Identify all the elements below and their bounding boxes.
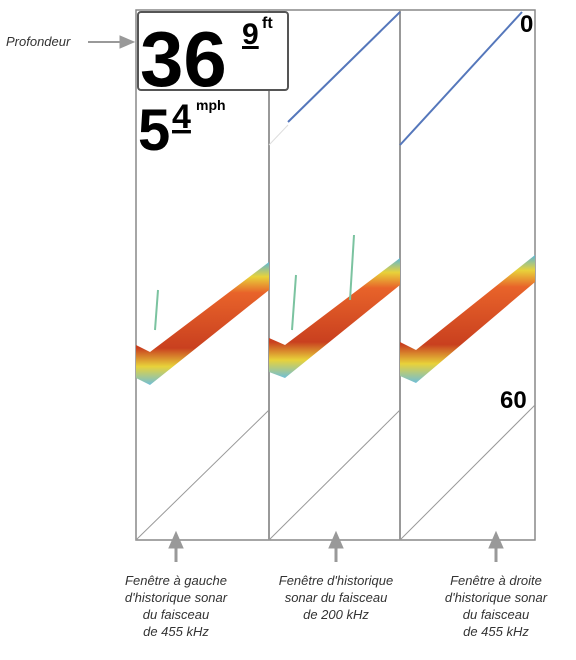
- depth-readout: 36 9 ft: [137, 11, 289, 103]
- caption-line: du faisceau: [463, 607, 530, 622]
- speed-tenth: 4: [172, 98, 191, 136]
- caption-line: d'historique sonar: [445, 590, 548, 605]
- depth-unit: ft: [262, 15, 273, 32]
- arrows: [88, 35, 504, 562]
- scale-top: 0: [520, 11, 533, 38]
- depth-label: Profondeur: [6, 34, 71, 49]
- captions: Fenêtre à gauche d'historique sonar du fai…: [125, 573, 548, 639]
- caption-line: d'historique sonar: [125, 590, 228, 605]
- caption-line: de 200 kHz: [303, 607, 369, 622]
- depth-whole: 36: [140, 15, 227, 103]
- caption-line: sonar du faisceau: [285, 590, 388, 605]
- caption-line: Fenêtre à droite: [450, 573, 542, 588]
- sonar-panels: [135, 9, 536, 541]
- depth-tenth: 9: [242, 18, 259, 51]
- scale-bottom: 60: [500, 387, 527, 414]
- speed-readout: 5 4 mph: [138, 97, 226, 163]
- caption-line: du faisceau: [143, 607, 210, 622]
- caption-line: de 455 kHz: [143, 624, 209, 639]
- caption-line: Fenêtre à gauche: [125, 573, 227, 588]
- caption-line: Fenêtre d'historique: [279, 573, 394, 588]
- speed-whole: 5: [138, 98, 170, 163]
- speed-unit: mph: [196, 97, 226, 113]
- caption-line: de 455 kHz: [463, 624, 529, 639]
